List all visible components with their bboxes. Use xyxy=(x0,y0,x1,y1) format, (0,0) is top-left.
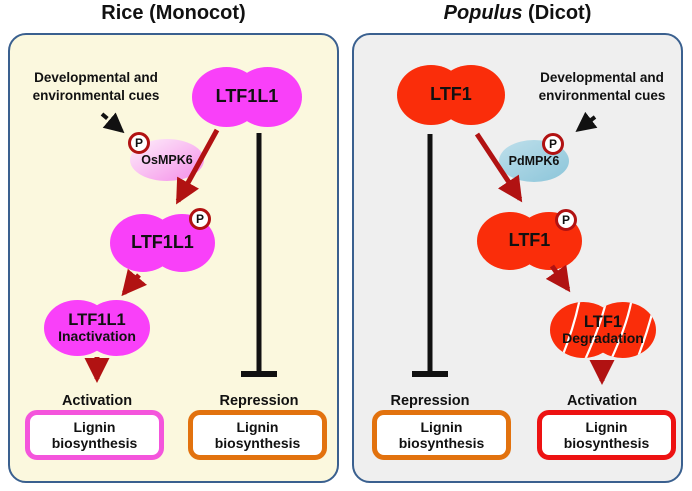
populus-degradation-line2: Degradation xyxy=(562,330,644,347)
rice-title: Rice (Monocot) xyxy=(101,2,246,24)
populus-degradation-shape xyxy=(550,302,656,358)
rice-activation-label: Activation xyxy=(61,393,133,409)
populus-degradation-line1: LTF1 xyxy=(583,313,623,332)
populus-cues-text: Developmental and environmental cues xyxy=(538,70,666,103)
populus-kinase-phospho-badge: P xyxy=(542,133,564,155)
populus-kinase-label: PdMPK6 xyxy=(508,154,560,168)
rice-ltf1l1-blob: LTF1L1 xyxy=(192,67,302,127)
populus-repression-label: Repression xyxy=(390,393,470,409)
populus-kinase-phospho-letter: P xyxy=(548,137,557,151)
populus-cues-dashed-arrow xyxy=(575,111,598,132)
rice-kinase-phospho-badge: P xyxy=(128,132,150,154)
rice-inactivation-line1: LTF1L1 xyxy=(68,311,126,330)
rice-repression-label: Repression xyxy=(219,393,299,409)
rice-kinase-phospho-letter: P xyxy=(134,136,143,150)
rice-tf-phospho-letter: P xyxy=(195,212,204,226)
populus-lignin-box-activation-text: Lignin biosynthesis xyxy=(563,418,650,451)
populus-lignin-box-activation: Lignin biosynthesis xyxy=(537,410,676,460)
populus-ltf1-phospho-blob: LTF1 xyxy=(477,212,582,270)
rice-lignin-box-activation-text: Lignin biosynthesis xyxy=(51,418,138,451)
populus-ltf1-blob: LTF1 xyxy=(397,65,505,125)
populus-ltf1-phospho-label: LTF1 xyxy=(508,230,551,251)
populus-panel: Developmental and environmental cues LTF… xyxy=(352,33,683,483)
rice-cues-dashed-arrow xyxy=(100,112,125,134)
populus-tf-phospho-badge: P xyxy=(555,209,577,231)
rice-tf-phospho-badge: P xyxy=(189,208,211,230)
rice-lignin-box-activation: Lignin biosynthesis xyxy=(25,410,164,460)
rice-kinase-label: OsMPK6 xyxy=(141,153,193,167)
populus-lignin-box-repression-text: Lignin biosynthesis xyxy=(398,418,485,451)
populus-title-suffix: (Dicot) xyxy=(522,2,592,24)
populus-title: Populus (Dicot) xyxy=(352,2,683,25)
populus-activation-label: Activation xyxy=(566,393,638,409)
rice-lignin-box-repression: Lignin biosynthesis xyxy=(188,410,327,460)
rice-ltf1l1-phospho-label: LTF1L1 xyxy=(131,232,194,253)
rice-lignin-box-repression-text: Lignin biosynthesis xyxy=(214,418,301,451)
populus-ltf1-label: LTF1 xyxy=(430,84,472,105)
populus-degradation-blob: LTF1 Degradation xyxy=(550,302,656,358)
populus-lignin-box-repression: Lignin biosynthesis xyxy=(372,410,511,460)
rice-ltf1l1-label: LTF1L1 xyxy=(215,86,279,107)
populus-title-species: Populus xyxy=(443,2,523,24)
rice-inactivation-line2: Inactivation xyxy=(58,328,136,345)
rice-panel: Developmental and environmental cues LTF… xyxy=(8,33,339,483)
populus-tf-phospho-letter: P xyxy=(561,213,570,227)
rice-inactivation-blob: LTF1L1 Inactivation xyxy=(44,300,150,356)
rice-cues-text: Developmental and environmental cues xyxy=(32,70,160,103)
rice-inactivation-arrow xyxy=(121,268,148,297)
